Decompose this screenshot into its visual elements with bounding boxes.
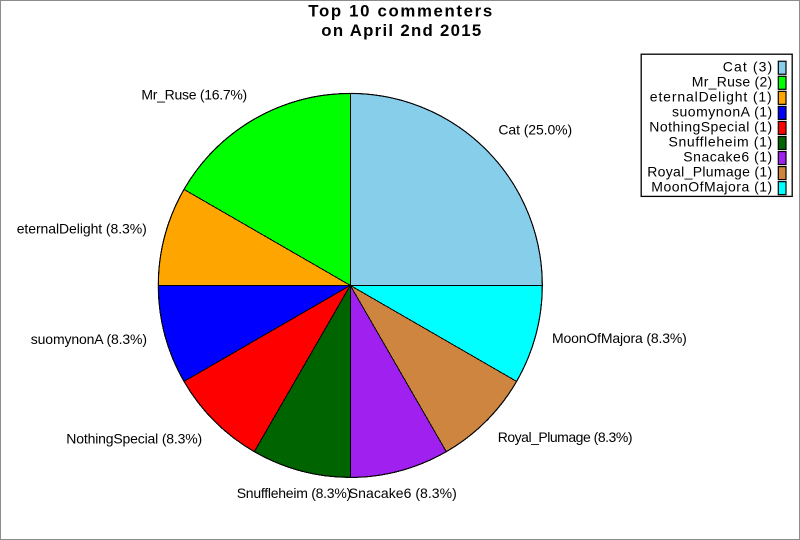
svg-text:Cat (3): Cat (3) <box>723 58 772 74</box>
svg-text:suomynonA (8.3%): suomynonA (8.3%) <box>31 331 147 347</box>
svg-text:eternalDelight (8.3%): eternalDelight (8.3%) <box>17 221 147 237</box>
svg-text:Royal_Plumage (1): Royal_Plumage (1) <box>647 164 772 180</box>
svg-text:Cat (25.0%): Cat (25.0%) <box>498 121 572 137</box>
svg-text:Snuffleheim (1): Snuffleheim (1) <box>669 134 773 150</box>
svg-text:Snuffleheim (8.3%): Snuffleheim (8.3%) <box>237 485 352 501</box>
svg-text:NothingSpecial (8.3%): NothingSpecial (8.3%) <box>66 430 202 446</box>
svg-text:MoonOfMajora (1): MoonOfMajora (1) <box>651 179 772 195</box>
svg-text:eternalDelight (1): eternalDelight (1) <box>650 88 772 104</box>
svg-text:Top 10 commenters: Top 10 commenters <box>308 2 492 21</box>
svg-text:Mr_Ruse (16.7%): Mr_Ruse (16.7%) <box>141 87 247 103</box>
svg-text:Snacake6 (1): Snacake6 (1) <box>683 149 772 165</box>
svg-text:Snacake6 (8.3%): Snacake6 (8.3%) <box>349 485 457 501</box>
svg-text:NothingSpecial (1): NothingSpecial (1) <box>649 119 772 135</box>
svg-text:suomynonA (1): suomynonA (1) <box>672 103 772 119</box>
svg-text:Mr_Ruse (2): Mr_Ruse (2) <box>692 73 772 89</box>
svg-text:Royal_Plumage (8.3%): Royal_Plumage (8.3%) <box>498 429 633 445</box>
svg-text:MoonOfMajora (8.3%): MoonOfMajora (8.3%) <box>552 330 687 346</box>
svg-text:on April 2nd 2015: on April 2nd 2015 <box>321 21 481 40</box>
